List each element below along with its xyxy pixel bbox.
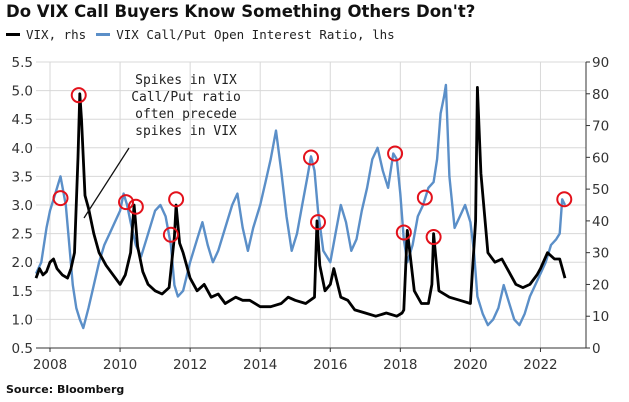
right-tick-label: 20 (592, 277, 609, 293)
right-tick-label: 10 (592, 309, 609, 325)
left-tick-label: 5.5 (12, 55, 33, 71)
legend: VIX, rhs VIX Call/Put Open Interest Rati… (6, 27, 405, 42)
highlight-circle (310, 214, 327, 231)
x-tick-label: 2022 (523, 357, 557, 373)
x-tick-label: 2020 (453, 357, 487, 373)
right-axis-ticks: 0 10 20 30 40 50 60 70 80 90 (586, 55, 609, 357)
grid (36, 61, 587, 349)
left-tick-label: 3.5 (12, 169, 33, 185)
series-line-vix (34, 86, 567, 318)
legend-item-ratio: VIX Call/Put Open Interest Ratio, lhs (96, 27, 395, 42)
highlight-circle (127, 198, 144, 215)
source-note: Source: Bloomberg (6, 383, 125, 396)
legend-item-vix: VIX, rhs (6, 27, 86, 42)
x-tick-label: 2010 (103, 357, 137, 373)
right-tick-label: 50 (592, 182, 609, 198)
legend-label-ratio: VIX Call/Put Open Interest Ratio, lhs (116, 27, 395, 42)
series-lines (34, 83, 567, 330)
right-tick-label: 90 (592, 55, 609, 71)
chart-title: Do VIX Call Buyers Know Something Others… (6, 2, 476, 21)
highlight-circle (425, 229, 442, 246)
x-tick-label: 2012 (173, 357, 207, 373)
highlight-circle (168, 191, 185, 208)
right-tick-label: 30 (592, 246, 609, 262)
annotation-line-2: Call/Put ratio (131, 90, 241, 105)
x-tick-label: 2008 (33, 357, 67, 373)
annotation-line-3: often precede (135, 107, 237, 122)
highlight-circle (556, 191, 573, 208)
annotation-line-1: Spikes in VIX (135, 73, 237, 88)
right-tick-label: 0 (592, 341, 601, 357)
left-tick-label: 4.5 (12, 112, 33, 128)
right-tick-label: 40 (592, 214, 609, 230)
left-tick-label: 1.5 (12, 284, 33, 300)
annotation-line-4: spikes in VIX (135, 124, 237, 139)
highlight-circle (162, 226, 179, 243)
highlight-circle (118, 194, 135, 211)
highlight-circle (303, 149, 319, 166)
left-tick-label: 3.0 (12, 198, 33, 214)
highlight-circle (52, 190, 69, 207)
right-tick-label: 80 (592, 87, 609, 103)
legend-swatch-vix (6, 33, 20, 36)
x-tick-label: 2018 (383, 357, 417, 373)
left-tick-label: 0.5 (12, 341, 33, 357)
x-tick-label: 2016 (313, 357, 347, 373)
left-tick-label: 2.5 (12, 227, 33, 243)
highlight-circle (395, 224, 412, 241)
highlight-circle (387, 145, 404, 162)
annotation-arrow (83, 147, 130, 219)
left-axis-ticks: 0.5 1.0 1.5 2.0 2.5 3.0 3.5 4.0 4.5 5.0 5.5 (12, 55, 33, 357)
x-tick-label: 2014 (243, 357, 277, 373)
highlight-circle (70, 87, 87, 104)
left-tick-label: 4.0 (12, 141, 33, 157)
left-tick-label: 5.0 (12, 84, 33, 100)
highlight-circle (416, 189, 433, 206)
legend-label-vix: VIX, rhs (26, 27, 87, 42)
x-axis-ticks: 2008 2010 2012 2014 2016 2018 2020 2022 (33, 348, 558, 373)
left-tick-label: 1.0 (12, 312, 33, 328)
series-line-call-put-ratio (34, 83, 567, 330)
right-tick-label: 60 (592, 150, 609, 166)
legend-swatch-ratio (96, 33, 111, 36)
right-tick-label: 70 (592, 119, 609, 135)
left-tick-label: 2.0 (12, 255, 33, 271)
highlight-circles (52, 87, 573, 246)
